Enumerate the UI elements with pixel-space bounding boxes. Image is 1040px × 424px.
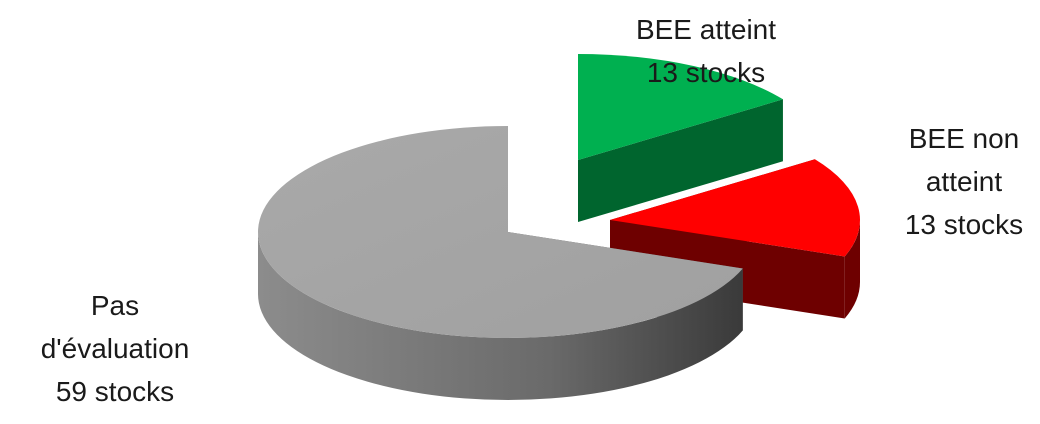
slice-label-line: 13 stocks <box>904 209 1024 240</box>
pie-slice-wall <box>578 99 783 222</box>
pie-slice-2 <box>257 126 743 401</box>
slice-label-line: Pas <box>90 290 140 321</box>
pie-slice-side <box>844 220 860 319</box>
slice-label-line: 59 stocks <box>55 376 175 407</box>
pie-slice-top <box>578 54 783 160</box>
slice-label-line: d'évaluation <box>40 333 190 364</box>
slice-label-pas-evaluation: Pas d'évaluation 59 stocks <box>10 284 220 413</box>
slice-label-line: BEE non <box>908 123 1020 154</box>
slice-label-bee-non-atteint: BEE non atteint 13 stocks <box>884 117 1040 246</box>
slice-label-bee-atteint: BEE atteint 13 stocks <box>606 8 806 94</box>
pie-slice-side <box>257 232 743 401</box>
slice-label-line: BEE atteint <box>635 14 777 45</box>
slice-label-line: 13 stocks <box>646 57 766 88</box>
slice-label-line: atteint <box>925 166 1003 197</box>
pie-slice-top <box>258 126 743 339</box>
pie-slice-0 <box>578 54 783 222</box>
slices-layer <box>257 54 861 401</box>
pie-slice-top <box>610 159 861 257</box>
